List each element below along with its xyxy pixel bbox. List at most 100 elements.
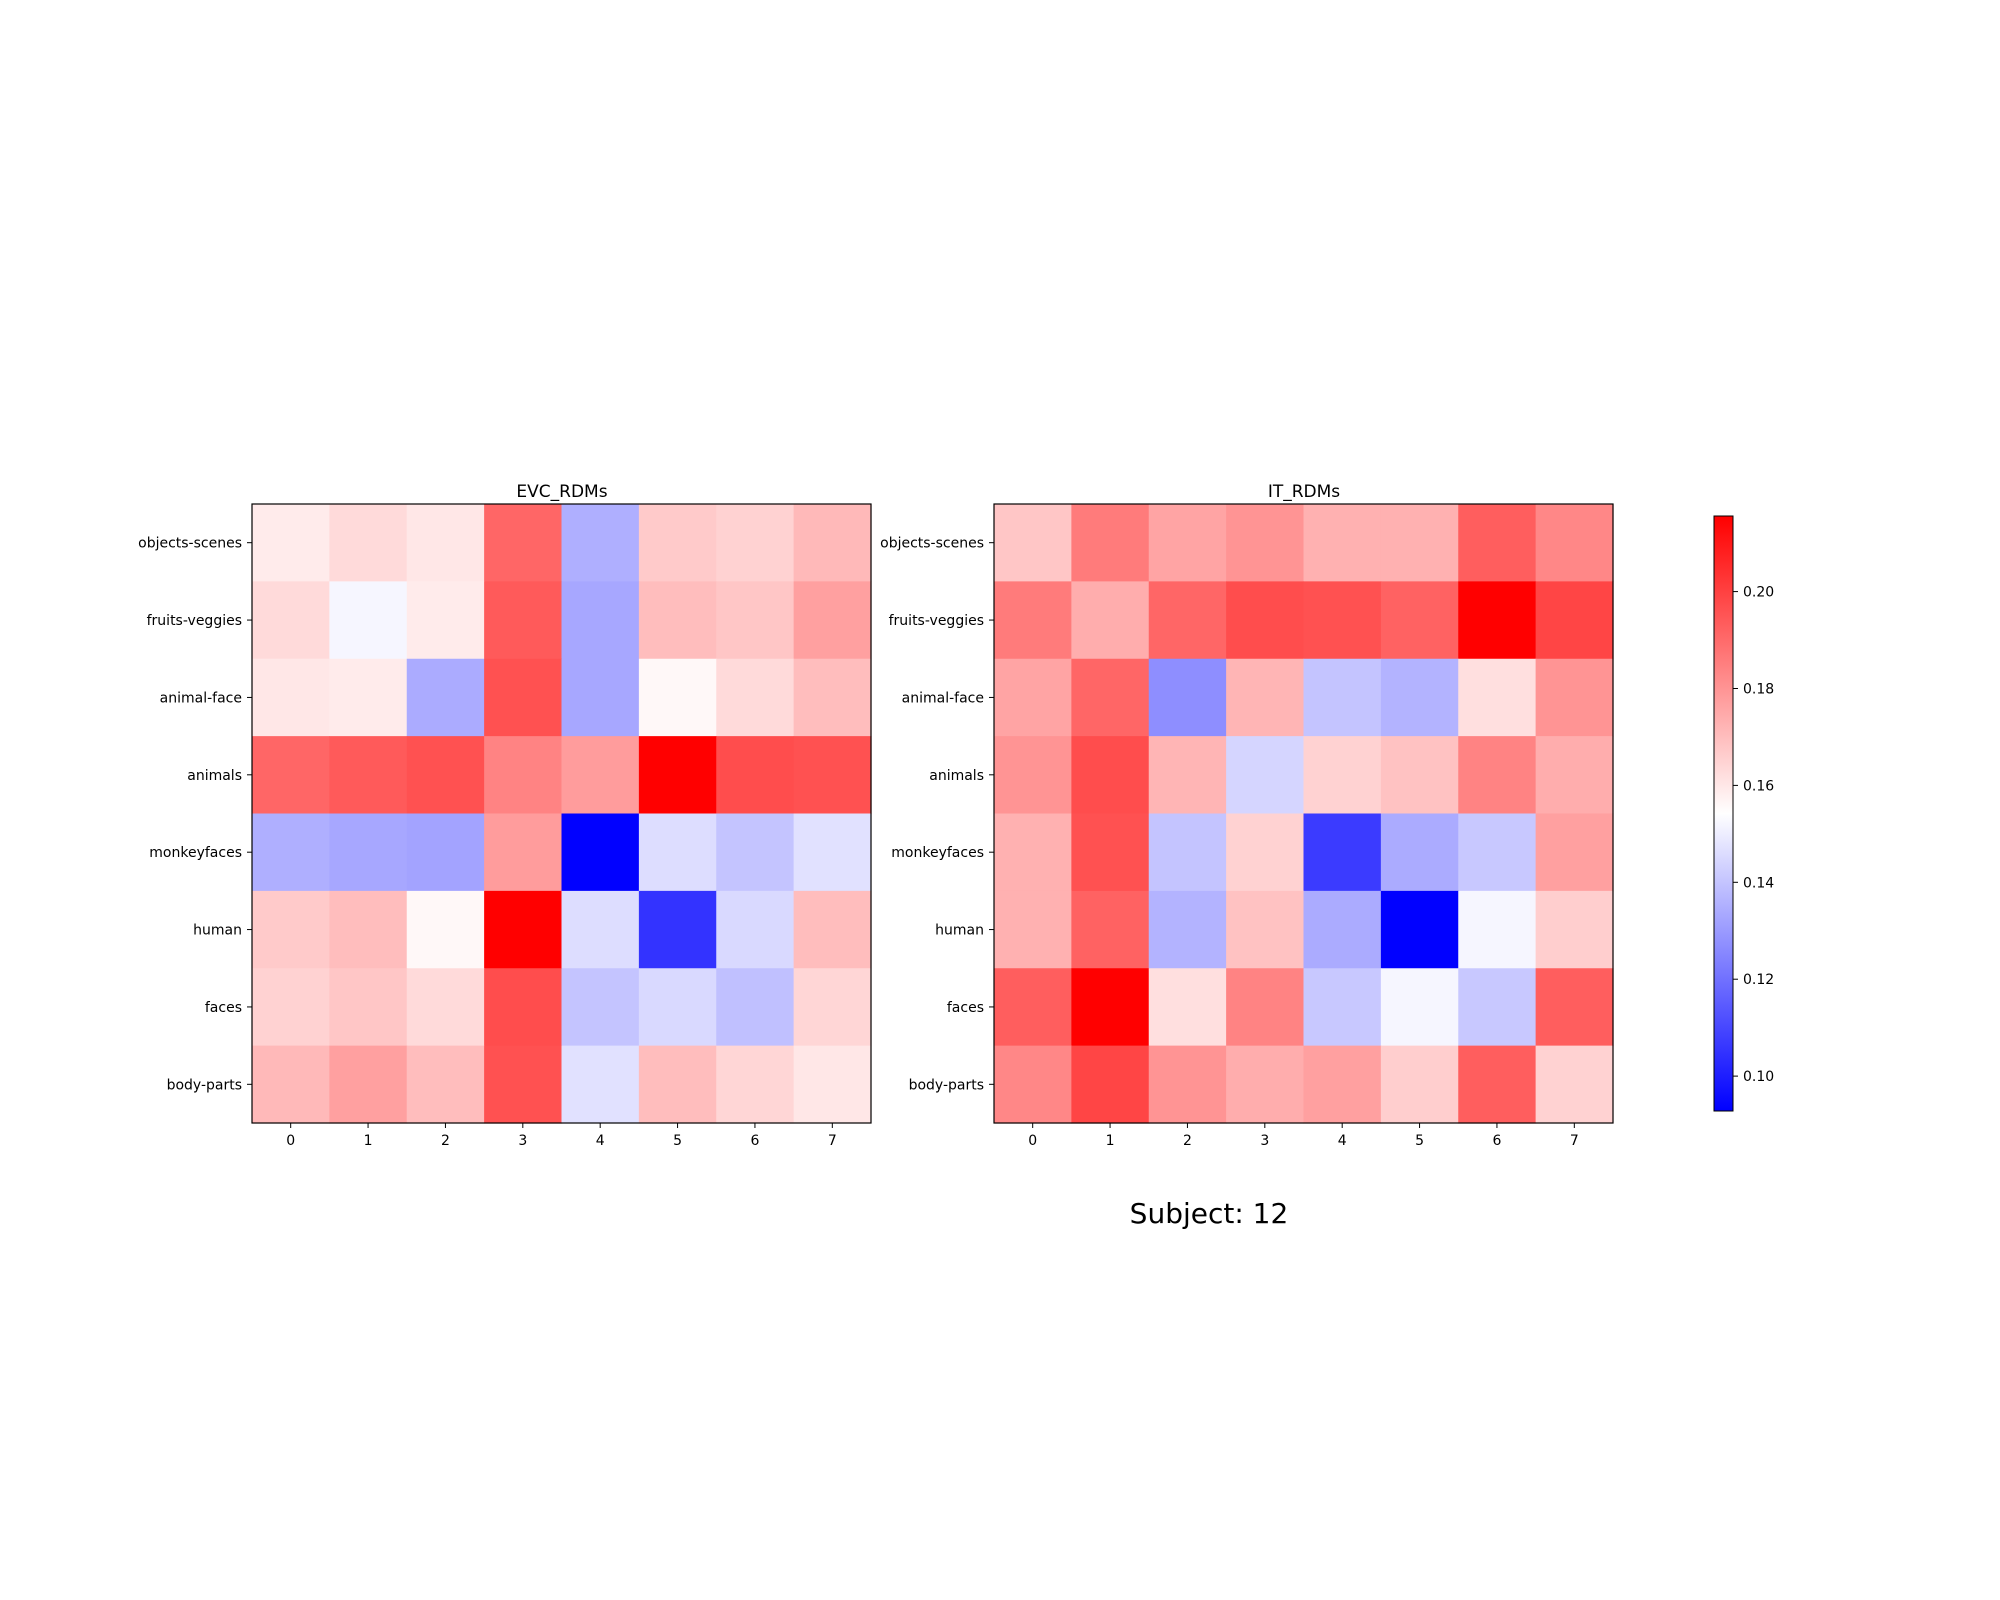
heatmap-cell xyxy=(793,736,872,815)
heatmap-cell xyxy=(716,813,795,892)
heatmap-cell xyxy=(638,736,717,815)
heatmap-cell xyxy=(561,736,640,815)
heatmap-cell xyxy=(252,504,330,582)
heatmap-cell xyxy=(1148,813,1227,892)
heatmap-cell xyxy=(1303,658,1382,737)
heatmap-cell xyxy=(638,890,717,969)
heatmap-cell xyxy=(638,813,717,892)
heatmap-cell xyxy=(1148,890,1227,969)
heatmap-cell xyxy=(994,658,1072,737)
heatmap-cell xyxy=(1458,813,1537,892)
heatmap-cell xyxy=(484,504,563,582)
heatmap-cell xyxy=(561,581,640,660)
heatmap-cell xyxy=(1458,890,1537,969)
x-tick-label: 0 xyxy=(286,1133,295,1149)
subject-caption: Subject: 12 xyxy=(1130,1197,1289,1230)
heatmap-cell xyxy=(1535,813,1614,892)
heatmap-cell xyxy=(1303,1045,1382,1124)
heatmap-cell xyxy=(484,658,563,737)
heatmap-cell xyxy=(994,813,1072,892)
y-tick-label: animal-face xyxy=(902,690,984,706)
evc-rdm-title: EVC_RDMs xyxy=(516,482,607,502)
heatmap-cell xyxy=(329,813,408,892)
heatmap-cell xyxy=(716,890,795,969)
heatmap-cell xyxy=(716,658,795,737)
heatmap-cell xyxy=(1535,581,1614,660)
heatmap-cell xyxy=(1148,504,1227,582)
heatmap-cell xyxy=(329,504,408,582)
it-rdm-cells xyxy=(994,504,1614,1124)
heatmap-cell xyxy=(406,736,485,815)
heatmap-cell xyxy=(1458,1045,1537,1124)
heatmap-cell xyxy=(406,581,485,660)
heatmap-cell xyxy=(561,658,640,737)
heatmap-cell xyxy=(1303,736,1382,815)
heatmap-cell xyxy=(1303,813,1382,892)
heatmap-cell xyxy=(793,504,872,582)
it-rdm-heatmap: IT_RDMs objects-scenes fruits-veggies anim… xyxy=(880,482,1614,1149)
x-tick-label: 6 xyxy=(750,1133,759,1149)
heatmap-cell xyxy=(561,968,640,1047)
heatmap-cell xyxy=(1071,736,1150,815)
colorbar-tick-label: 0.16 xyxy=(1743,778,1774,794)
heatmap-cell xyxy=(994,504,1072,582)
heatmap-cell xyxy=(1148,1045,1227,1124)
colorbar-tick-label: 0.20 xyxy=(1743,585,1774,601)
heatmap-cell xyxy=(252,813,330,892)
x-tick-label: 5 xyxy=(1415,1133,1424,1149)
x-tick-label: 2 xyxy=(441,1133,450,1149)
heatmap-cell xyxy=(484,813,563,892)
heatmap-cell xyxy=(1380,813,1459,892)
heatmap-cell xyxy=(1303,581,1382,660)
heatmap-cell xyxy=(1535,968,1614,1047)
y-tick-label: body-parts xyxy=(167,1077,242,1093)
heatmap-cell xyxy=(1303,968,1382,1047)
heatmap-cell xyxy=(793,1045,872,1124)
heatmap-cell xyxy=(1071,581,1150,660)
x-tick-label: 7 xyxy=(1570,1133,1579,1149)
heatmap-cell xyxy=(406,658,485,737)
heatmap-cell xyxy=(638,658,717,737)
x-tick-label: 1 xyxy=(364,1133,373,1149)
heatmap-cell xyxy=(1535,890,1614,969)
heatmap-cell xyxy=(329,658,408,737)
heatmap-cell xyxy=(484,736,563,815)
heatmap-cell xyxy=(1226,658,1305,737)
y-tick-label: human xyxy=(935,923,984,939)
heatmap-cell xyxy=(638,581,717,660)
heatmap-cell xyxy=(1535,736,1614,815)
x-tick-label: 1 xyxy=(1106,1133,1115,1149)
heatmap-cell xyxy=(716,581,795,660)
heatmap-cell xyxy=(1148,736,1227,815)
heatmap-cell xyxy=(1071,968,1150,1047)
heatmap-cell xyxy=(252,736,330,815)
x-tick-label: 6 xyxy=(1492,1133,1501,1149)
heatmap-cell xyxy=(329,968,408,1047)
heatmap-cell xyxy=(1380,581,1459,660)
heatmap-cell xyxy=(252,1045,330,1124)
heatmap-cell xyxy=(252,890,330,969)
x-tick-label: 3 xyxy=(518,1133,527,1149)
y-tick-label: body-parts xyxy=(909,1077,984,1093)
colorbar-tick-label: 0.14 xyxy=(1743,875,1774,891)
heatmap-cell xyxy=(1071,504,1150,582)
heatmap-cell xyxy=(1458,504,1537,582)
heatmap-cell xyxy=(1226,813,1305,892)
x-tick-label: 0 xyxy=(1028,1133,1037,1149)
heatmap-cell xyxy=(1071,1045,1150,1124)
heatmap-cell xyxy=(1458,736,1537,815)
heatmap-cell xyxy=(406,813,485,892)
x-tick-label: 7 xyxy=(828,1133,837,1149)
evc-rdm-x-ticks: 0 1 2 3 4 5 6 7 xyxy=(286,1123,837,1149)
heatmap-cell xyxy=(561,890,640,969)
heatmap-cell xyxy=(1535,1045,1614,1124)
heatmap-cell xyxy=(793,658,872,737)
heatmap-cell xyxy=(252,968,330,1047)
heatmap-cell xyxy=(1226,968,1305,1047)
y-tick-label: monkeyfaces xyxy=(891,845,984,861)
heatmap-cell xyxy=(716,1045,795,1124)
heatmap-cell xyxy=(561,504,640,582)
heatmap-cell xyxy=(1380,504,1459,582)
evc-rdm-y-ticks: objects-scenes fruits-veggies animal-face a… xyxy=(138,536,252,1093)
